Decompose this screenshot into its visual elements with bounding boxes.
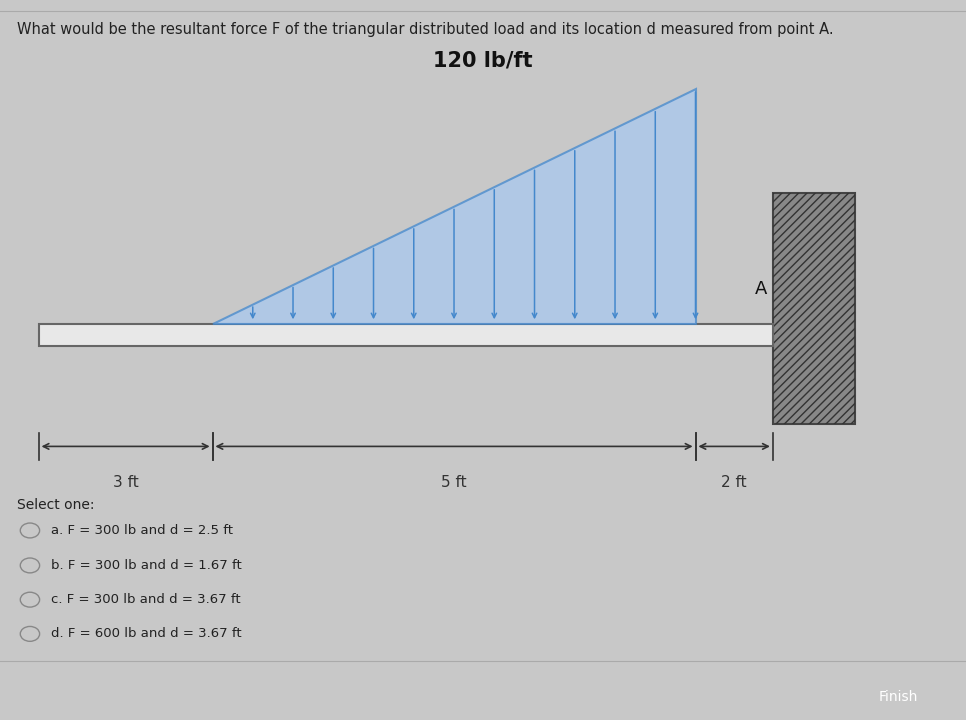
- Text: What would be the resultant force F of the triangular distributed load and its l: What would be the resultant force F of t…: [17, 22, 834, 37]
- Text: 2 ft: 2 ft: [722, 474, 747, 490]
- Bar: [39, 324, 773, 346]
- Bar: [773, 194, 855, 424]
- Text: b. F = 300 lb and d = 1.67 ft: b. F = 300 lb and d = 1.67 ft: [51, 559, 242, 572]
- Text: Finish: Finish: [879, 690, 918, 703]
- Text: A: A: [755, 279, 767, 297]
- Bar: [773, 194, 855, 424]
- Text: c. F = 300 lb and d = 3.67 ft: c. F = 300 lb and d = 3.67 ft: [51, 593, 241, 606]
- Polygon shape: [213, 89, 696, 324]
- Text: Select one:: Select one:: [17, 498, 95, 513]
- Text: 120 lb/ft: 120 lb/ft: [433, 50, 533, 71]
- Text: 5 ft: 5 ft: [441, 474, 467, 490]
- Text: d. F = 600 lb and d = 3.67 ft: d. F = 600 lb and d = 3.67 ft: [51, 627, 242, 640]
- Text: 3 ft: 3 ft: [113, 474, 138, 490]
- Text: a. F = 300 lb and d = 2.5 ft: a. F = 300 lb and d = 2.5 ft: [51, 524, 233, 537]
